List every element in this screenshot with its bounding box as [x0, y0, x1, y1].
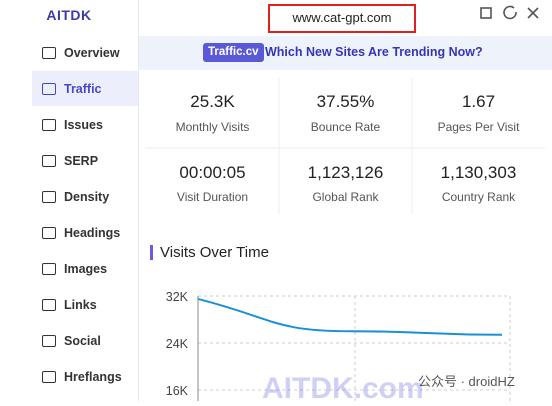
metric-value: 1,130,303	[440, 163, 517, 182]
nav-icon	[42, 154, 56, 167]
url-box[interactable]: www.cat-gpt.com	[268, 4, 416, 33]
nav-label: Density	[64, 189, 110, 204]
metric-label: Country Rank	[441, 190, 516, 204]
nav-label: Overview	[64, 45, 120, 60]
metric-label: Bounce Rate	[310, 120, 381, 134]
badge[interactable]: Traffic.cv	[203, 43, 264, 62]
chart-title: Visits Over Time	[160, 244, 269, 261]
metric-label: Pages Per Visit	[437, 120, 520, 134]
nav-label: SERP	[64, 153, 99, 168]
nav-icon	[42, 118, 56, 131]
nav-item[interactable]: Traffic	[32, 71, 138, 106]
nav-icon	[42, 334, 56, 347]
metric-value: 37.55%	[316, 92, 375, 111]
logo: AITDK	[46, 7, 92, 23]
sidebar: AITDK Overview Traffic Issues SERP Density He…	[0, 0, 139, 401]
metric-label: Global Rank	[312, 190, 379, 204]
y-tick-label: 24K	[166, 337, 189, 351]
y-tick-label: 32K	[166, 290, 189, 304]
nav-item[interactable]: Issues	[32, 107, 138, 142]
nav-label: Links	[64, 297, 97, 312]
nav-item[interactable]: Links	[32, 287, 138, 322]
refresh-icon[interactable]	[503, 5, 517, 20]
line	[197, 297, 503, 336]
title-accent	[150, 245, 153, 260]
metric-value: 1,123,126	[307, 163, 384, 182]
nav-item[interactable]: Headings	[32, 215, 138, 250]
banner-text[interactable]: Which New Sites Are Trending Now?	[265, 45, 483, 59]
nav-item[interactable]: Hreflangs	[32, 359, 138, 394]
nav-item[interactable]: Density	[32, 179, 138, 214]
metric-label: Visit Duration	[176, 190, 249, 204]
y-tick-label: 16K	[166, 384, 189, 398]
nav-icon	[42, 370, 56, 383]
nav-label: Images	[64, 261, 108, 276]
metric-value: 25.3K	[190, 92, 235, 111]
metric-label: Monthly Visits	[175, 120, 250, 134]
nav-item[interactable]: Overview	[32, 35, 138, 70]
metric-value: 1.67	[461, 92, 496, 111]
nav-label: Social	[64, 333, 101, 348]
nav-icon	[42, 226, 56, 239]
nav-icon	[42, 298, 56, 311]
nav-label: Issues	[64, 117, 103, 132]
nav-item[interactable]: Social	[32, 323, 138, 358]
nav-icon	[42, 262, 56, 275]
watermark-account: 公众号 · droidHZ	[418, 374, 515, 389]
nav-icon	[42, 190, 56, 203]
metric-value: 00:00:05	[179, 163, 246, 182]
nav-label: Headings	[64, 225, 121, 240]
close-icon[interactable]	[527, 7, 539, 19]
nav-label: Hreflangs	[64, 369, 122, 384]
nav-item[interactable]: Images	[32, 251, 138, 286]
nav-item[interactable]: SERP	[32, 143, 138, 178]
crop-icon[interactable]	[480, 7, 492, 19]
nav-icon	[42, 82, 56, 95]
nav-icon	[42, 46, 56, 59]
watermark: AITDK.com	[262, 372, 424, 405]
nav-label: Traffic	[64, 81, 102, 96]
